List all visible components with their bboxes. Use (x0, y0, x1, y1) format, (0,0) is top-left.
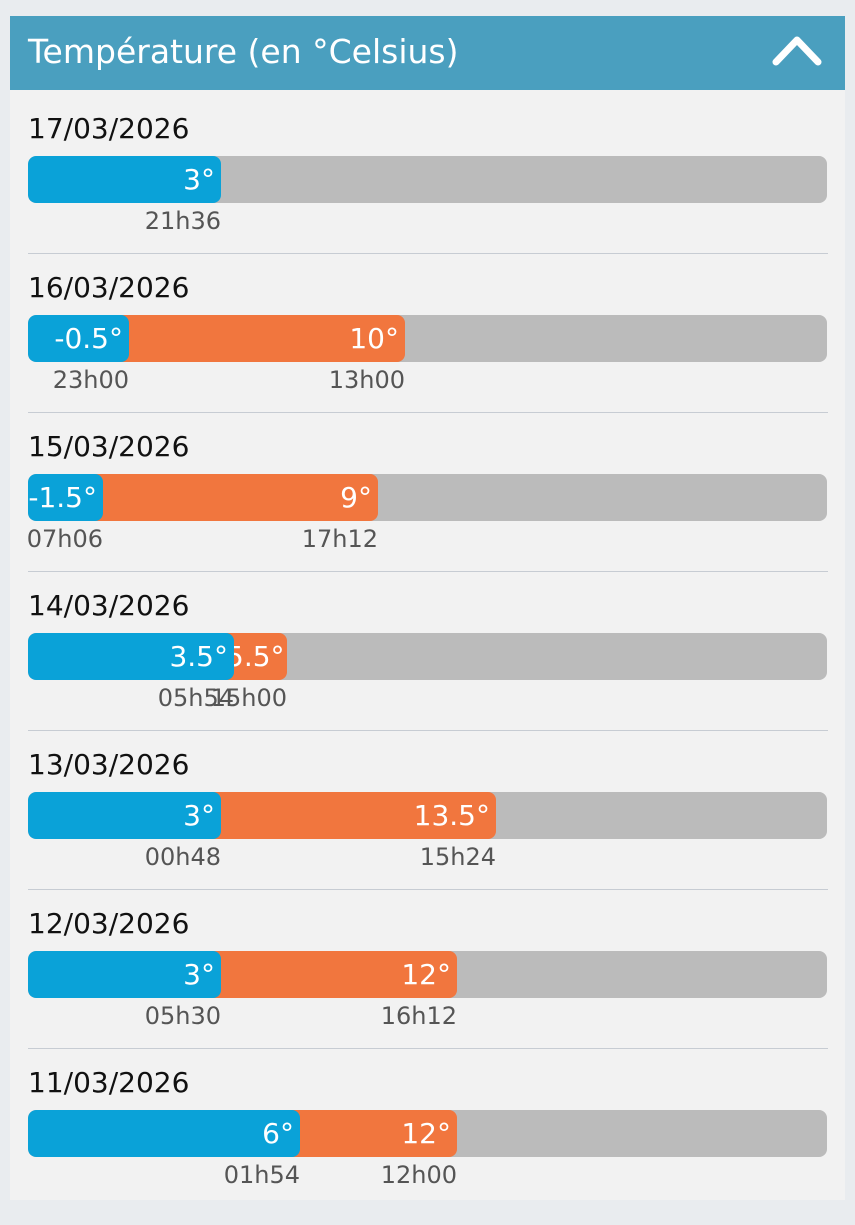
max-temp-bar: 9° (95, 474, 378, 521)
max-temp-time: 15h24 (419, 843, 496, 871)
max-temp-time: 12h00 (380, 1161, 457, 1189)
day-row: 16/03/2026 -0.5° 10° 23h00 13h00 (28, 271, 828, 430)
day-row: 17/03/2026 3° 21h36 (28, 112, 828, 271)
temperature-bar: 6° 12° (28, 1110, 827, 1157)
min-temp-time: 05h30 (144, 1002, 221, 1030)
min-temp-bar: 3° (28, 951, 221, 998)
temperature-bar: 3° (28, 156, 827, 203)
day-row: 14/03/2026 3.5° 5.5° 05h54 15h00 (28, 589, 828, 748)
min-temp-bar: 3° (28, 792, 221, 839)
min-temp-time: 00h48 (144, 843, 221, 871)
max-temp-time: 16h12 (380, 1002, 457, 1030)
divider (28, 412, 828, 413)
day-date: 11/03/2026 (28, 1066, 190, 1099)
max-temp-bar: 12° (213, 951, 457, 998)
temperature-bar: 3.5° 5.5° (28, 633, 827, 680)
max-temp-time: 15h00 (210, 684, 287, 712)
max-temp-bar: 10° (121, 315, 405, 362)
min-temp-bar: 3° (28, 156, 221, 203)
min-temp-time: 07h06 (26, 525, 103, 553)
temperature-bar: 3° 13.5° (28, 792, 827, 839)
min-temp-time: 01h54 (223, 1161, 300, 1189)
day-date: 16/03/2026 (28, 271, 190, 304)
temperature-bar: -0.5° 10° (28, 315, 827, 362)
min-temp-time: 05h54 (157, 684, 234, 712)
day-row: 12/03/2026 3° 12° 05h30 16h12 (28, 907, 828, 1066)
min-temp-time: 23h00 (52, 366, 129, 394)
temperature-panel: Température (en °Celsius) 17/03/2026 3° … (10, 16, 845, 1200)
min-temp-bar: -0.5° (28, 315, 129, 362)
max-temp-time: 17h12 (301, 525, 378, 553)
panel-header[interactable]: Température (en °Celsius) (10, 16, 845, 90)
divider (28, 889, 828, 890)
max-temp-bar: 13.5° (213, 792, 496, 839)
divider (28, 1048, 828, 1049)
divider (28, 730, 828, 731)
max-temp-bar: 5.5° (226, 633, 287, 680)
day-row: 11/03/2026 6° 12° 01h54 12h00 (28, 1066, 828, 1225)
chevron-up-icon[interactable] (770, 30, 824, 70)
day-row: 13/03/2026 3° 13.5° 00h48 15h24 (28, 748, 828, 907)
max-temp-bar: 12° (292, 1110, 457, 1157)
day-date: 12/03/2026 (28, 907, 190, 940)
min-temp-bar: 6° (28, 1110, 300, 1157)
divider (28, 253, 828, 254)
temperature-bar: -1.5° 9° (28, 474, 827, 521)
day-date: 15/03/2026 (28, 430, 190, 463)
temperature-bar: 3° 12° (28, 951, 827, 998)
day-date: 17/03/2026 (28, 112, 190, 145)
divider (28, 571, 828, 572)
day-date: 14/03/2026 (28, 589, 190, 622)
min-temp-time: 21h36 (144, 207, 221, 235)
day-date: 13/03/2026 (28, 748, 190, 781)
min-temp-bar: 3.5° (28, 633, 234, 680)
min-temp-bar: -1.5° (28, 474, 103, 521)
panel-title: Température (en °Celsius) (28, 32, 459, 71)
day-row: 15/03/2026 -1.5° 9° 07h06 17h12 (27, 430, 828, 589)
max-temp-time: 13h00 (328, 366, 405, 394)
